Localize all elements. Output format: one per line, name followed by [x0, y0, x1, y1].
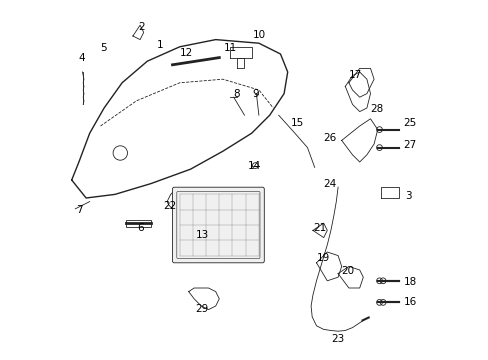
- Text: 26: 26: [323, 132, 336, 143]
- Text: 6: 6: [137, 222, 143, 233]
- FancyBboxPatch shape: [125, 220, 151, 227]
- Text: 10: 10: [253, 30, 265, 40]
- Text: 21: 21: [312, 222, 325, 233]
- Text: 8: 8: [233, 89, 240, 99]
- Text: 5: 5: [100, 42, 106, 53]
- Text: 11: 11: [224, 42, 237, 53]
- Text: 7: 7: [76, 204, 83, 215]
- Text: 27: 27: [403, 140, 416, 150]
- Text: 29: 29: [195, 304, 208, 314]
- FancyBboxPatch shape: [172, 187, 264, 263]
- Text: 9: 9: [252, 89, 259, 99]
- Text: 4: 4: [78, 53, 85, 63]
- Text: 25: 25: [403, 118, 416, 128]
- Text: 13: 13: [195, 230, 208, 240]
- Text: 15: 15: [290, 118, 304, 128]
- Text: 3: 3: [404, 191, 410, 201]
- Text: 19: 19: [316, 253, 329, 264]
- Text: 1: 1: [156, 40, 163, 50]
- Text: 16: 16: [403, 297, 416, 307]
- Text: 24: 24: [323, 179, 336, 189]
- Text: 22: 22: [163, 201, 176, 211]
- Text: 14: 14: [247, 161, 261, 171]
- Text: 2: 2: [138, 22, 145, 32]
- Text: 23: 23: [330, 334, 343, 344]
- Text: 20: 20: [341, 266, 354, 276]
- Text: 28: 28: [369, 104, 383, 114]
- Text: 12: 12: [179, 48, 192, 58]
- Text: 18: 18: [403, 276, 416, 287]
- Text: 17: 17: [348, 70, 361, 80]
